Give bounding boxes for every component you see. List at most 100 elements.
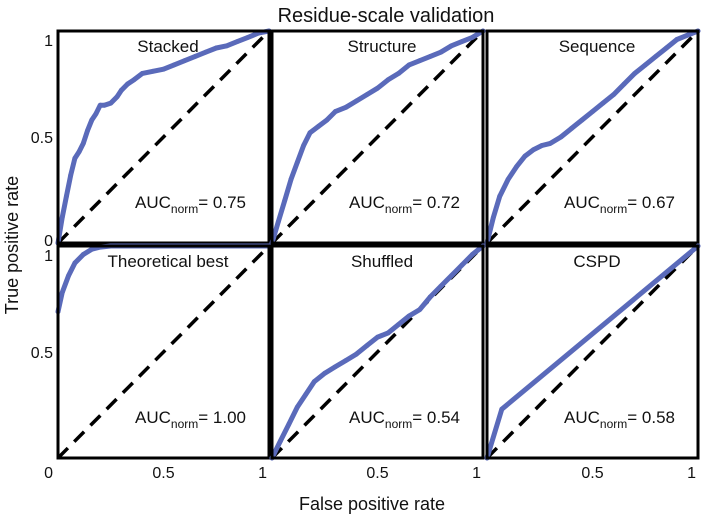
auc-equals: = xyxy=(198,408,213,427)
roc-point xyxy=(307,130,313,136)
roc-point xyxy=(470,34,475,40)
auc-equals: = xyxy=(198,193,213,212)
x-tick-label: 0.5 xyxy=(152,465,174,482)
roc-point xyxy=(97,102,103,108)
x-axis-label: False positive rate xyxy=(299,494,445,514)
auc-annotation: AUCnorm= 0.54 xyxy=(349,408,460,431)
roc-point xyxy=(396,71,401,76)
roc-point xyxy=(459,262,465,268)
y-tick-label: 1 xyxy=(44,33,53,50)
roc-point xyxy=(332,364,338,370)
roc-point xyxy=(80,252,86,257)
auc-annotation: AUCnorm= 0.67 xyxy=(564,193,675,216)
roc-point xyxy=(294,404,300,410)
roc-point xyxy=(343,104,349,110)
y-tick-label: 0 xyxy=(44,233,53,250)
roc-point xyxy=(85,128,90,134)
panel-frame xyxy=(485,29,700,245)
auc-equals: = xyxy=(412,193,427,212)
auc-label: AUC xyxy=(564,193,600,212)
roc-point xyxy=(278,438,283,444)
roc-point xyxy=(505,177,511,182)
roc-point xyxy=(499,406,505,412)
roc-point xyxy=(514,164,519,170)
roc-point xyxy=(68,172,74,178)
auc-label: AUC xyxy=(349,408,385,427)
roc-point xyxy=(674,37,680,42)
roc-point xyxy=(354,351,359,357)
roc-point xyxy=(324,117,330,123)
roc-point xyxy=(182,58,188,64)
roc-point xyxy=(64,193,69,199)
roc-point xyxy=(72,260,78,266)
roc-point xyxy=(171,62,177,68)
roc-panel: CSPD AUCnorm= 0.58 0.5 1 xyxy=(484,243,701,482)
panel-title: Stacked xyxy=(137,37,198,56)
random-diagonal-line xyxy=(56,244,271,460)
roc-point xyxy=(385,330,391,336)
roc-point xyxy=(59,290,65,296)
roc-point xyxy=(234,39,240,44)
roc-point xyxy=(653,54,659,59)
x-tick-label: 1 xyxy=(687,465,696,482)
roc-point xyxy=(76,149,82,155)
roc-point xyxy=(579,117,585,123)
roc-point xyxy=(224,43,230,49)
roc-point xyxy=(213,45,219,51)
roc-point xyxy=(161,66,166,72)
roc-point xyxy=(89,246,95,252)
roc-point xyxy=(364,92,370,97)
roc-point xyxy=(354,98,359,104)
roc-point xyxy=(417,58,423,64)
auc-equals: = xyxy=(627,408,642,427)
roc-point xyxy=(245,34,251,40)
auc-subscript: norm xyxy=(171,202,198,216)
roc-point xyxy=(93,111,99,117)
roc-point xyxy=(108,100,114,106)
x-tick-label: 0.5 xyxy=(581,465,603,482)
roc-point xyxy=(192,54,198,59)
roc-point xyxy=(303,392,309,397)
panel-title: Shuffled xyxy=(351,252,413,271)
roc-point xyxy=(102,102,107,108)
figure-title: Residue-scale validation xyxy=(278,5,495,27)
roc-point xyxy=(89,117,95,123)
roc-point xyxy=(286,421,292,427)
auc-subscript: norm xyxy=(600,417,627,431)
panel-title: CSPD xyxy=(573,252,620,271)
auc-subscript: norm xyxy=(600,202,627,216)
roc-point xyxy=(438,283,444,289)
roc-point xyxy=(406,313,412,319)
roc-panel: Theoretical best AUCnorm= 1.00 1 0.5 0 0.5 1 xyxy=(31,243,272,482)
roc-point xyxy=(375,334,380,340)
roc-point xyxy=(59,215,65,220)
roc-point xyxy=(131,77,137,83)
roc-point xyxy=(547,140,553,146)
roc-point xyxy=(531,147,536,153)
auc-value: 0.67 xyxy=(642,193,675,212)
random-diagonal-line xyxy=(485,29,700,245)
roc-point xyxy=(282,198,288,204)
roc-point xyxy=(569,126,574,131)
auc-label: AUC xyxy=(564,408,600,427)
auc-annotation: AUCnorm= 1.00 xyxy=(135,408,246,431)
auc-annotation: AUCnorm= 0.72 xyxy=(349,193,460,216)
roc-point xyxy=(600,100,606,106)
roc-point xyxy=(522,153,528,159)
random-diagonal-line xyxy=(485,244,700,460)
auc-label: AUC xyxy=(135,193,171,212)
auc-subscript: norm xyxy=(385,202,412,216)
roc-point xyxy=(114,94,120,100)
roc-point xyxy=(275,219,281,225)
panel-frame xyxy=(56,29,271,245)
roc-point xyxy=(66,273,71,279)
auc-label: AUC xyxy=(135,408,171,427)
auc-subscript: norm xyxy=(171,417,198,431)
panel-frame xyxy=(56,244,271,460)
roc-point xyxy=(459,39,465,44)
panel-frame xyxy=(270,244,485,460)
roc-point xyxy=(490,215,496,220)
roc-point xyxy=(311,379,317,385)
